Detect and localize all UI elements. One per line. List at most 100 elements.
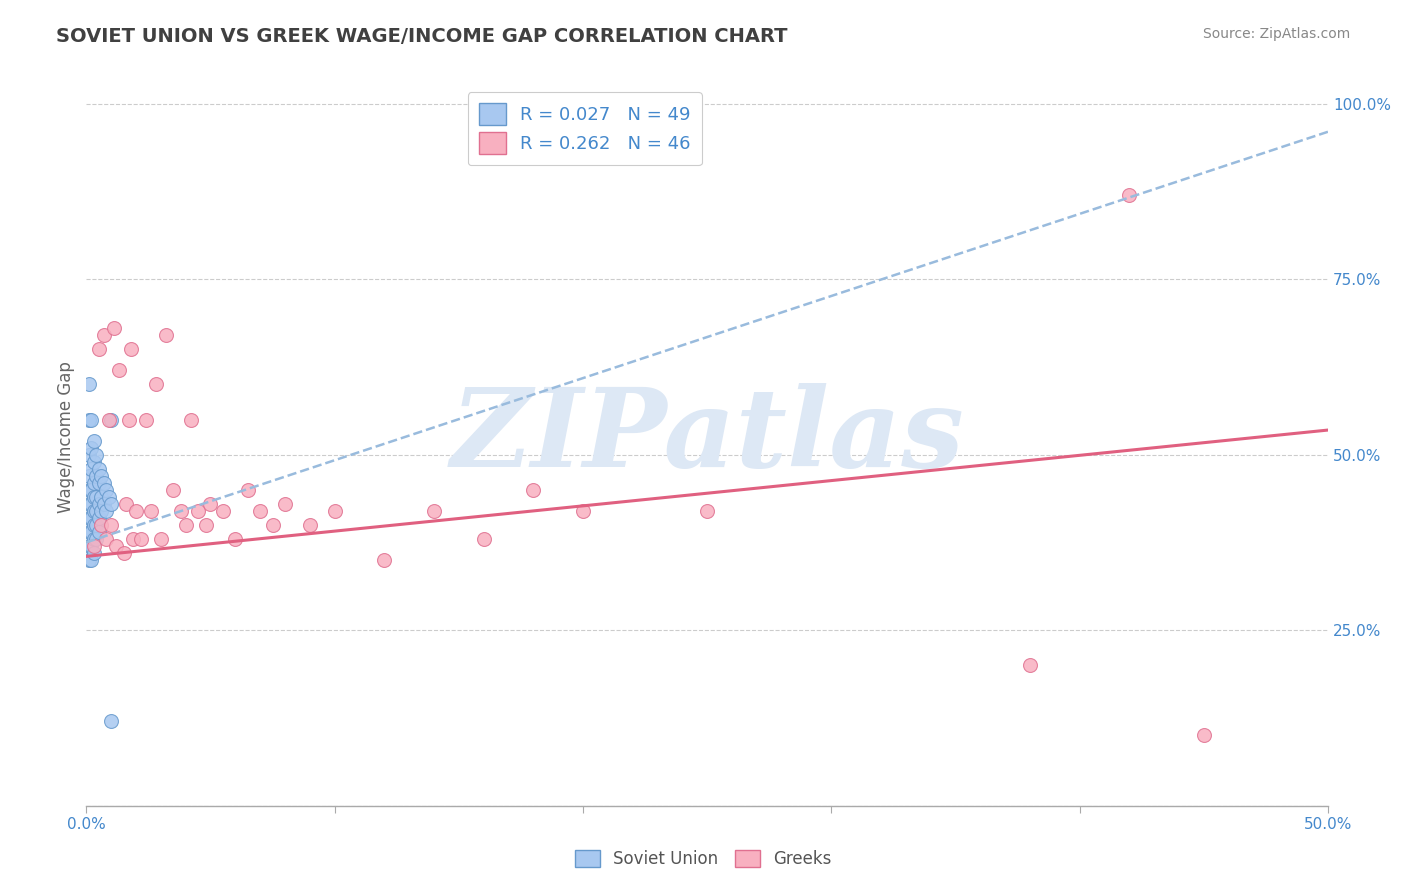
Point [93,475,115,490]
Point [87,497,110,511]
Point [194,517,217,532]
Legend: Soviet Union, Greeks: Soviet Union, Greeks [568,843,838,875]
Point [80,524,103,539]
Point [83,546,105,560]
Point [80,441,103,455]
Point [105,539,128,553]
Point [212,504,235,518]
Point [80,461,103,475]
Point [90,504,112,518]
Point [572,504,595,518]
Point [83,434,105,448]
Point [155,328,177,343]
Point [236,483,259,497]
Point [107,363,129,377]
Point [96,483,118,497]
Point [87,343,110,357]
Point [77,468,100,483]
Point [522,483,544,497]
Point [80,497,103,511]
Point [83,532,105,546]
Y-axis label: Wage/Income Gap: Wage/Income Gap [58,361,75,513]
Point [84,532,107,546]
Point [90,517,112,532]
Legend: R = 0.027   N = 49, R = 0.262   N = 46: R = 0.027 N = 49, R = 0.262 N = 46 [468,92,702,165]
Point [96,504,118,518]
Point [145,377,167,392]
Point [115,497,138,511]
Point [100,412,122,426]
Point [112,546,135,560]
Point [87,475,110,490]
Point [274,497,297,511]
Point [200,497,222,511]
Point [149,532,172,546]
Point [83,475,105,490]
Point [80,553,103,567]
Point [90,468,112,483]
Point [117,412,139,426]
Point [180,412,202,426]
Point [84,490,107,504]
Point [83,517,105,532]
Point [77,483,100,497]
Point [103,321,125,335]
Point [84,448,107,462]
Point [423,504,446,518]
Text: Source: ZipAtlas.com: Source: ZipAtlas.com [1202,27,1350,41]
Point [224,532,246,546]
Point [77,377,100,392]
Point [83,455,105,469]
Point [100,714,122,729]
Point [80,483,103,497]
Text: ZIPatlas: ZIPatlas [450,384,965,491]
Point [84,468,107,483]
Point [77,497,100,511]
Point [1019,658,1042,673]
Point [84,517,107,532]
Point [298,517,321,532]
Point [249,504,271,518]
Point [83,490,105,504]
Point [84,504,107,518]
Point [87,524,110,539]
Point [162,483,184,497]
Point [87,510,110,524]
Point [170,504,193,518]
Point [472,532,495,546]
Point [120,343,142,357]
Point [97,412,120,426]
Point [80,412,103,426]
Point [125,504,148,518]
Point [77,448,100,462]
Point [77,539,100,553]
Point [96,532,118,546]
Point [129,532,152,546]
Point [174,517,197,532]
Point [139,504,162,518]
Point [87,461,110,475]
Point [80,510,103,524]
Point [100,497,122,511]
Point [83,539,105,553]
Point [323,504,346,518]
Point [77,524,100,539]
Point [696,504,718,518]
Point [1118,187,1140,202]
Point [93,497,115,511]
Point [1192,728,1215,742]
Point [262,517,284,532]
Point [80,539,103,553]
Point [93,328,115,343]
Point [187,504,209,518]
Point [135,412,157,426]
Point [83,504,105,518]
Point [373,553,395,567]
Text: SOVIET UNION VS GREEK WAGE/INCOME GAP CORRELATION CHART: SOVIET UNION VS GREEK WAGE/INCOME GAP CO… [56,27,787,45]
Point [77,553,100,567]
Point [77,510,100,524]
Point [77,412,100,426]
Point [97,490,120,504]
Point [90,490,112,504]
Point [100,517,122,532]
